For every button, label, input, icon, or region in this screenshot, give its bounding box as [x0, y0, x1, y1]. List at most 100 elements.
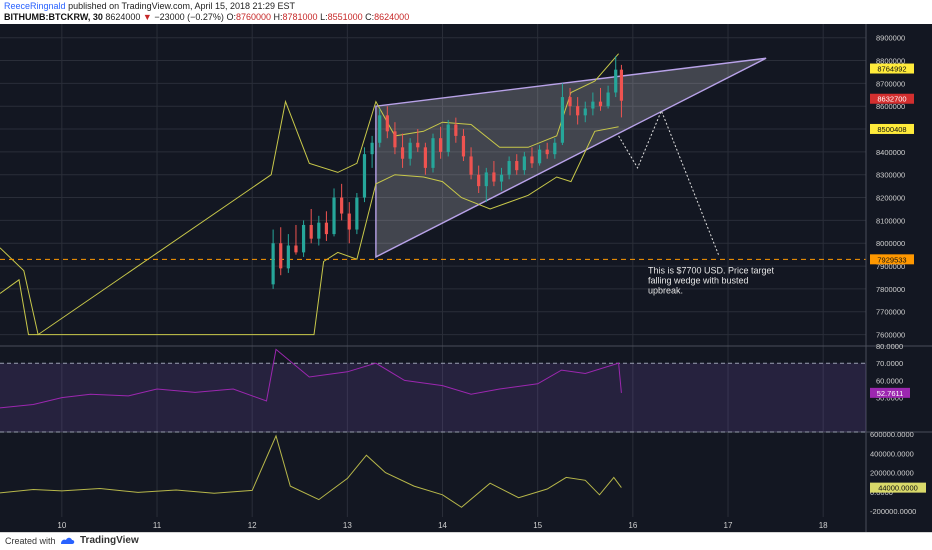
price-tick-label: 7800000	[876, 285, 905, 294]
candle-body	[431, 138, 435, 168]
candle-body	[286, 245, 290, 269]
candle-body	[454, 124, 458, 136]
candle-body	[469, 156, 473, 175]
rsi-tick-label: 70.0000	[876, 359, 903, 368]
candle-body	[492, 172, 496, 182]
candle-body	[393, 131, 397, 148]
chart-background	[0, 24, 932, 532]
price-tick-label: 8300000	[876, 171, 905, 180]
rsi-line	[0, 348, 622, 409]
rising-wedge	[375, 57, 767, 259]
candle-body	[522, 156, 526, 171]
rsi-tick-label: 80.0000	[876, 342, 903, 351]
tradingview-logo-icon	[61, 537, 75, 544]
open-label: O:	[226, 12, 236, 22]
volume-oscillator-line	[0, 434, 622, 508]
candle-body	[362, 154, 367, 198]
candle-body	[576, 106, 580, 116]
candle-body	[583, 108, 587, 116]
candle-body	[279, 243, 283, 269]
candle-body	[499, 174, 504, 182]
chart-footer: Created with TradingView	[0, 532, 932, 550]
candle-body	[439, 138, 443, 152]
candle-body	[370, 142, 374, 155]
symbol-text: BITHUMB:BTCKRW, 30	[4, 12, 103, 22]
close-value: 8624000	[374, 12, 410, 22]
volume-tick-label: 600000.0000	[870, 430, 914, 439]
candle-body	[461, 135, 466, 157]
candle-body	[477, 174, 481, 187]
price-tick-label: 8700000	[876, 79, 905, 88]
volume-last-label-bg	[870, 482, 926, 493]
candle-body	[324, 222, 329, 235]
price-tick-label: 8200000	[876, 194, 905, 203]
candle-body	[340, 197, 344, 214]
candle-body	[309, 224, 313, 239]
price-label: 8632700	[877, 95, 906, 104]
date-tick-label: 10	[57, 521, 66, 530]
down-arrow-icon: ▼	[142, 12, 152, 22]
candle-body	[515, 161, 519, 171]
rsi-tick-label: 50.0000	[876, 394, 903, 403]
tradingview-brand[interactable]: TradingView	[80, 535, 139, 546]
author-link[interactable]: ReeceRingnald	[4, 1, 66, 11]
annotation-text: This is $7700 USD. Price target	[648, 265, 775, 275]
last-price: 8624000	[105, 12, 141, 22]
price-tick-label: 8100000	[876, 216, 905, 225]
price-label-bg	[870, 93, 914, 104]
date-tick-label: 15	[533, 521, 542, 530]
price-axis-background	[866, 24, 932, 532]
date-tick-label: 12	[248, 521, 257, 530]
publish-line: ReeceRingnald published on TradingView.c…	[4, 1, 295, 11]
price-tick-label: 8900000	[876, 34, 905, 43]
price-label: 8764992	[877, 65, 906, 74]
candle-body	[619, 69, 624, 101]
candle-body	[271, 243, 275, 285]
candle-body	[385, 115, 389, 132]
price-tick-label: 8400000	[876, 148, 905, 157]
date-tick-label: 13	[343, 521, 352, 530]
price-tick-label: 8600000	[876, 102, 905, 111]
price-label-bg	[870, 123, 914, 134]
candle-body	[332, 197, 336, 235]
price-tick-label: 8000000	[876, 239, 905, 248]
candle-body	[560, 97, 565, 143]
price-tick-label: 8800000	[876, 57, 905, 66]
candle-body	[400, 147, 405, 159]
chart-svg[interactable]: 10 11 12 13 14 15 16 17 18 8900000 8800000 8700000 8…	[0, 24, 932, 532]
candle-body	[537, 149, 542, 164]
date-tick-label: 16	[628, 521, 637, 530]
candle-body	[591, 101, 595, 109]
rsi-last-label-bg	[870, 387, 910, 398]
volume-tick-label: 200000.0000	[870, 469, 914, 478]
low-label: L:	[320, 12, 328, 22]
high-label: H:	[273, 12, 283, 22]
date-tick-label: 11	[153, 521, 162, 530]
chart-area[interactable]: 10 11 12 13 14 15 16 17 18 8900000 8800000 8700000 8…	[0, 24, 932, 532]
candle-body	[545, 149, 549, 155]
close-label: C:	[365, 12, 375, 22]
price-tick-label: 7900000	[876, 262, 905, 271]
candle-body	[378, 115, 382, 143]
price-tick-label: 7600000	[876, 331, 905, 340]
rsi-band-fill	[0, 363, 866, 432]
candle-body	[355, 197, 359, 230]
candle-body	[507, 161, 511, 175]
candle-body	[294, 245, 298, 253]
annotation-text: upbreak.	[648, 285, 683, 295]
projection-path	[618, 109, 719, 255]
date-tick-label: 17	[724, 521, 733, 530]
open-value: 8760000	[235, 12, 271, 22]
candle-body	[568, 97, 572, 107]
candle-body	[598, 101, 603, 107]
candle-body	[317, 222, 321, 239]
price-label: 8500408	[877, 125, 906, 134]
candle-body	[446, 124, 450, 152]
volume-tick-label: -200000.0000	[870, 507, 916, 516]
candle-body	[614, 69, 618, 93]
annotation-text: falling wedge with busted	[648, 275, 749, 285]
symbol-line: BITHUMB:BTCKRW, 30 8624000 ▼ −23000 (−0.…	[4, 12, 409, 22]
candle-body	[347, 213, 351, 230]
high-value: 8781000	[282, 12, 318, 22]
candle-body	[408, 142, 412, 159]
